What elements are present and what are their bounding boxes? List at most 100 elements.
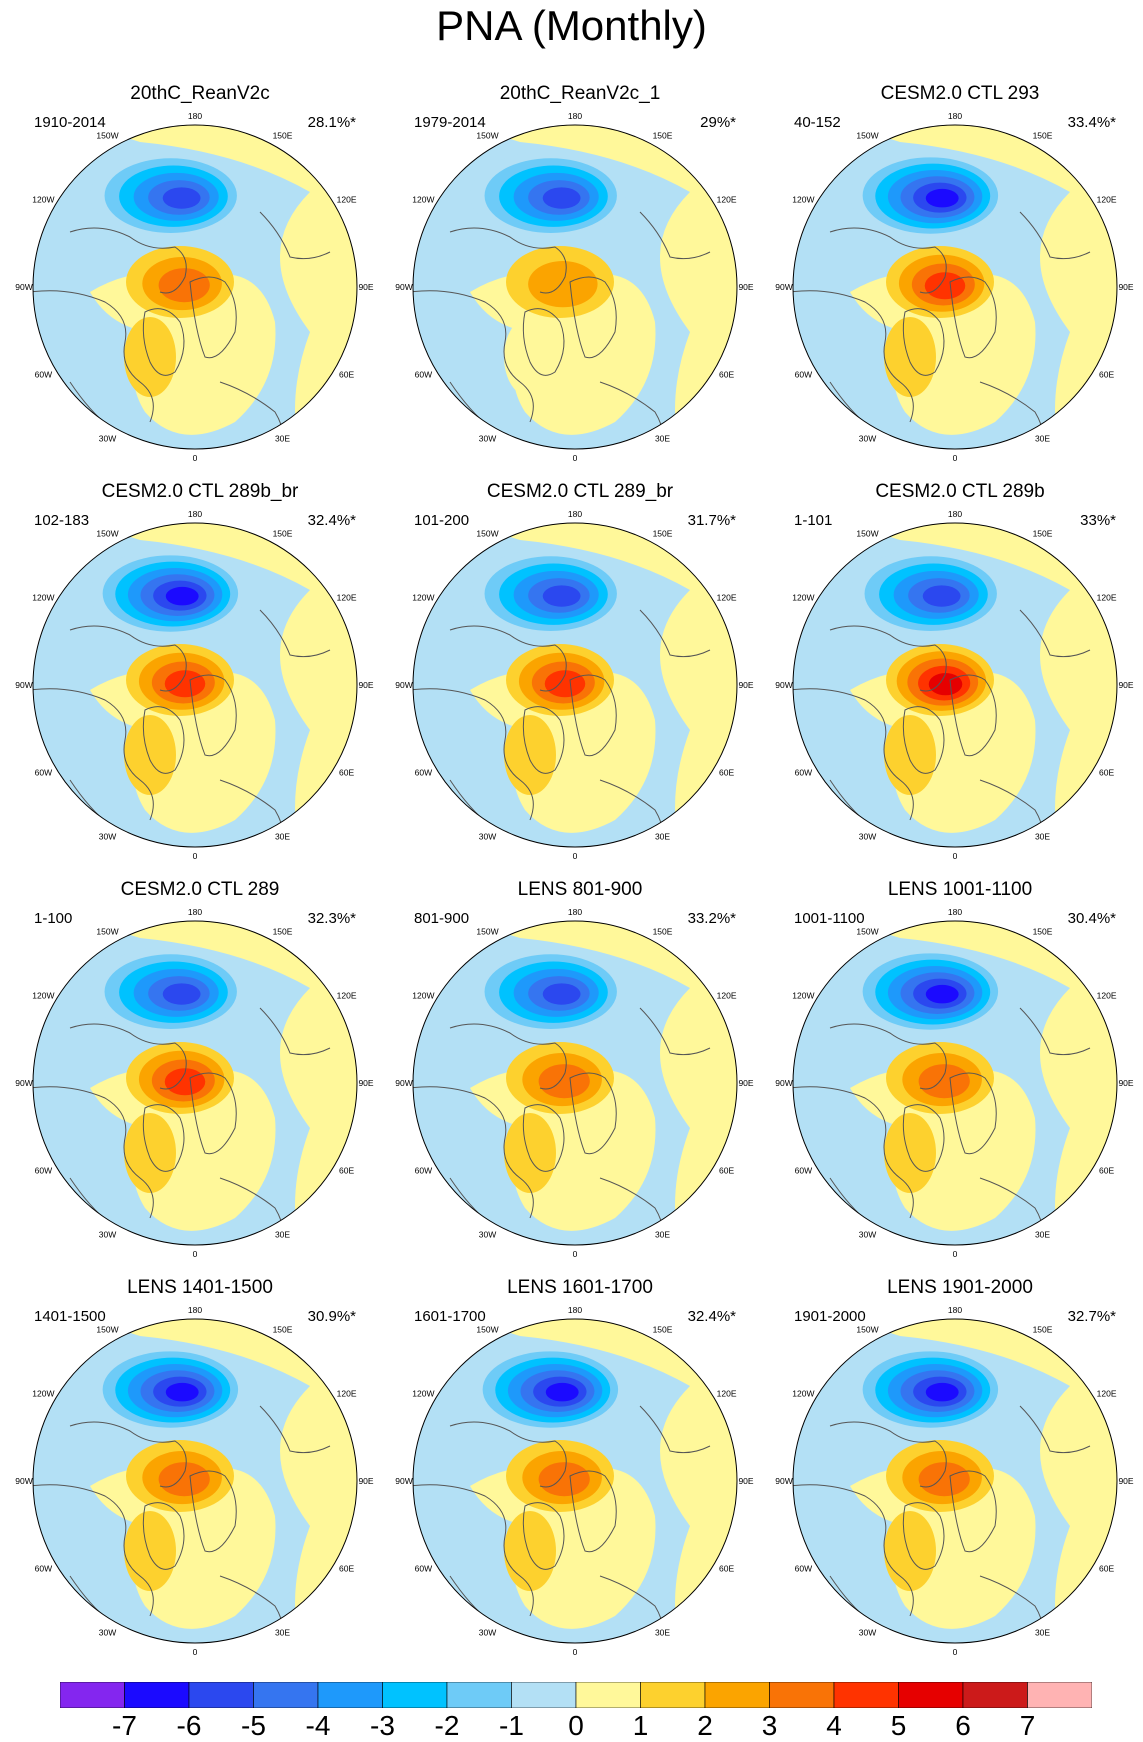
- map-boundary: [32, 522, 358, 848]
- coastlines: [413, 1405, 711, 1643]
- colorbar-tick-label: 2: [697, 1710, 713, 1741]
- panel-year-range: 801-900: [414, 910, 470, 927]
- colorbar-tick-label: 4: [826, 1710, 842, 1741]
- longitude-label: 90E: [358, 680, 373, 690]
- longitude-label: 60E: [1099, 768, 1114, 778]
- colorbar-swatch: [60, 1682, 125, 1708]
- longitude-label: 150W: [856, 528, 878, 538]
- map-boundary: [792, 920, 1118, 1246]
- longitude-label: 90W: [395, 680, 412, 690]
- canada-high-contour: [158, 268, 210, 303]
- longitude-label: 90E: [358, 1078, 373, 1088]
- longitude-label: 180: [188, 1305, 202, 1315]
- longitude-label: 60E: [339, 370, 354, 380]
- panel-title: 20thC_ReanV2c_1: [499, 83, 661, 104]
- colorbar-tick-label: -5: [241, 1710, 266, 1741]
- longitude-label: 30W: [99, 434, 116, 444]
- longitude-label: 30E: [275, 434, 290, 444]
- coastlines: [413, 609, 711, 847]
- longitude-label: 0: [573, 851, 578, 861]
- longitude-label: 90E: [1118, 282, 1133, 292]
- longitude-label: 120E: [717, 195, 737, 205]
- longitude-label: 150E: [653, 130, 673, 140]
- colorbar-tick-label: -1: [499, 1710, 524, 1741]
- longitude-label: 120E: [1097, 195, 1117, 205]
- panel-title: CESM2.0 CTL 289_br: [486, 481, 674, 502]
- longitude-label: 120W: [32, 1389, 54, 1399]
- secondary-high-contour: [504, 1511, 556, 1591]
- colorbar-swatch: [640, 1682, 706, 1708]
- longitude-label: 150W: [96, 926, 118, 936]
- longitude-label: 60W: [35, 1166, 52, 1176]
- longitude-label: 90E: [1118, 1078, 1133, 1088]
- colorbar-swatch: [898, 1682, 964, 1708]
- longitude-label: 60E: [719, 370, 734, 380]
- longitude-label: 120E: [337, 1389, 357, 1399]
- positive-region: [540, 1644, 690, 1676]
- longitude-label: 120W: [792, 593, 814, 603]
- aleutian-low-contour: [165, 1382, 199, 1402]
- map-panel: LENS 1901-2000 1901-2000 32.7%* 180 150E 1…: [770, 1276, 1143, 1676]
- longitude-label: 90W: [15, 1078, 32, 1088]
- canada-high-contour: [928, 672, 963, 696]
- longitude-label: 120W: [412, 593, 434, 603]
- longitude-label: 150E: [653, 926, 673, 936]
- canada-high-contour: [538, 1462, 590, 1497]
- map-panel: CESM2.0 CTL 289_br 101-200 31.7%* 180 150…: [390, 480, 770, 880]
- longitude-label: 120W: [32, 991, 54, 1001]
- longitude-label: 180: [568, 907, 582, 917]
- aleutian-low-contour: [162, 983, 201, 1005]
- longitude-label: 150E: [273, 130, 293, 140]
- longitude-label: 30W: [479, 1230, 496, 1240]
- colorbar-swatch: [124, 1682, 190, 1708]
- polar-map: 180 150E 120E 90E 60E 30E 0 30W 60W 90W 120W 150W: [395, 111, 754, 463]
- map-panel: CESM2.0 CTL 293 40-152 33.4%* 180 150E 120…: [770, 82, 1143, 482]
- longitude-label: 30E: [275, 1628, 290, 1638]
- longitude-label: 0: [193, 1249, 198, 1259]
- longitude-label: 120W: [412, 991, 434, 1001]
- longitude-label: 60W: [415, 1166, 432, 1176]
- longitude-label: 30W: [99, 832, 116, 842]
- longitude-label: 120W: [412, 1389, 434, 1399]
- map-panel: CESM2.0 CTL 289 1-100 32.3%* 180 150E 120E…: [10, 878, 390, 1278]
- longitude-label: 30E: [275, 1230, 290, 1240]
- longitude-label: 90W: [775, 282, 792, 292]
- colorbar-tick-label: -6: [176, 1710, 202, 1741]
- aleutian-low-contour: [165, 586, 199, 606]
- longitude-label: 60W: [795, 370, 812, 380]
- longitude-label: 90W: [775, 680, 792, 690]
- panel-explained-variance: 30.4%*: [1067, 910, 1116, 927]
- longitude-label: 30E: [655, 1230, 670, 1240]
- longitude-label: 120W: [32, 195, 54, 205]
- longitude-label: 90W: [15, 680, 32, 690]
- longitude-label: 150W: [856, 1324, 878, 1334]
- secondary-high-contour: [884, 715, 936, 795]
- colorbar-swatch: [253, 1682, 319, 1708]
- longitude-label: 0: [193, 851, 198, 861]
- panel-title: CESM2.0 CTL 293: [880, 83, 1040, 104]
- secondary-high-contour: [884, 1511, 936, 1591]
- longitude-label: 120E: [717, 991, 737, 1001]
- longitude-label: 150W: [476, 528, 498, 538]
- longitude-label: 0: [953, 453, 958, 463]
- longitude-label: 90E: [738, 1078, 753, 1088]
- panel-explained-variance: 29%*: [700, 114, 736, 131]
- canada-high-contour: [918, 1462, 970, 1497]
- longitude-label: 120W: [792, 195, 814, 205]
- panel-year-range: 1-101: [794, 512, 833, 529]
- figure-title: PNA (Monthly): [436, 2, 707, 49]
- longitude-label: 0: [573, 1249, 578, 1259]
- map-panel: CESM2.0 CTL 289b_br 102-183 32.4%* 180 15…: [10, 480, 390, 880]
- map-panel: LENS 1601-1700 1601-1700 32.4%* 180 150E 1…: [390, 1276, 770, 1676]
- aleutian-low-contour: [542, 983, 581, 1005]
- panel-year-range: 101-200: [414, 512, 470, 529]
- longitude-label: 150E: [273, 1324, 293, 1334]
- panel-explained-variance: 30.9%*: [307, 1308, 356, 1325]
- panel-title: LENS 801-900: [517, 879, 643, 900]
- longitude-label: 120W: [412, 195, 434, 205]
- longitude-label: 60W: [415, 1564, 432, 1574]
- longitude-label: 60E: [719, 768, 734, 778]
- polar-map: 180 150E 120E 90E 60E 30E 0 30W 60W 90W 120W 150W: [775, 509, 1134, 861]
- longitude-label: 90E: [738, 1476, 753, 1486]
- longitude-label: 120E: [337, 195, 357, 205]
